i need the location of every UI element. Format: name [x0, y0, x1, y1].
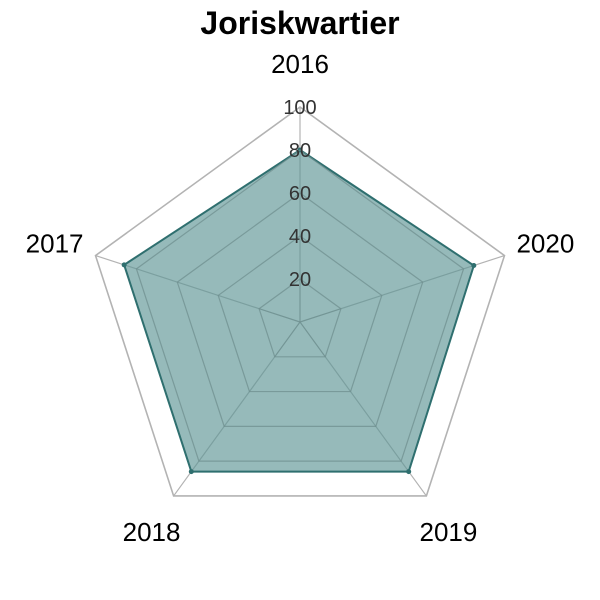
- axis-label: 2020: [516, 229, 574, 259]
- grid-ring-outer: [94, 106, 506, 497]
- grid-ring: [176, 192, 424, 427]
- radar-axis-labels: 2016 2017 2018 2019 2020: [26, 49, 575, 547]
- grid-ring: [135, 149, 465, 462]
- tick-label: 40: [289, 226, 311, 248]
- grid-ring: [217, 235, 383, 393]
- data-point: [471, 263, 477, 269]
- radar-series-layer: [121, 147, 477, 475]
- grid-spoke-inner: [299, 308, 342, 323]
- tick-label: 80: [289, 140, 311, 162]
- data-point: [188, 469, 194, 475]
- data-point: [121, 262, 127, 268]
- tick-label: 60: [289, 183, 311, 205]
- tick-label: 20: [289, 269, 311, 291]
- axis-label: 2017: [26, 229, 84, 259]
- series-area: [122, 148, 475, 473]
- data-point: [406, 469, 412, 475]
- tick-label: 100: [283, 97, 316, 119]
- grid-spoke-inner: [274, 321, 301, 358]
- radar-inner-grid: [135, 149, 465, 462]
- axis-label: 2019: [420, 517, 478, 547]
- axis-label: 2018: [123, 517, 181, 547]
- radar-tick-labels: 20 40 60 80 100: [283, 97, 316, 291]
- grid-ring: [258, 278, 342, 358]
- grid-spoke-inner: [299, 321, 326, 358]
- grid-spoke-inner: [258, 308, 301, 323]
- axis-label: 2016: [271, 49, 329, 79]
- chart-title: Joriskwartier: [200, 5, 399, 41]
